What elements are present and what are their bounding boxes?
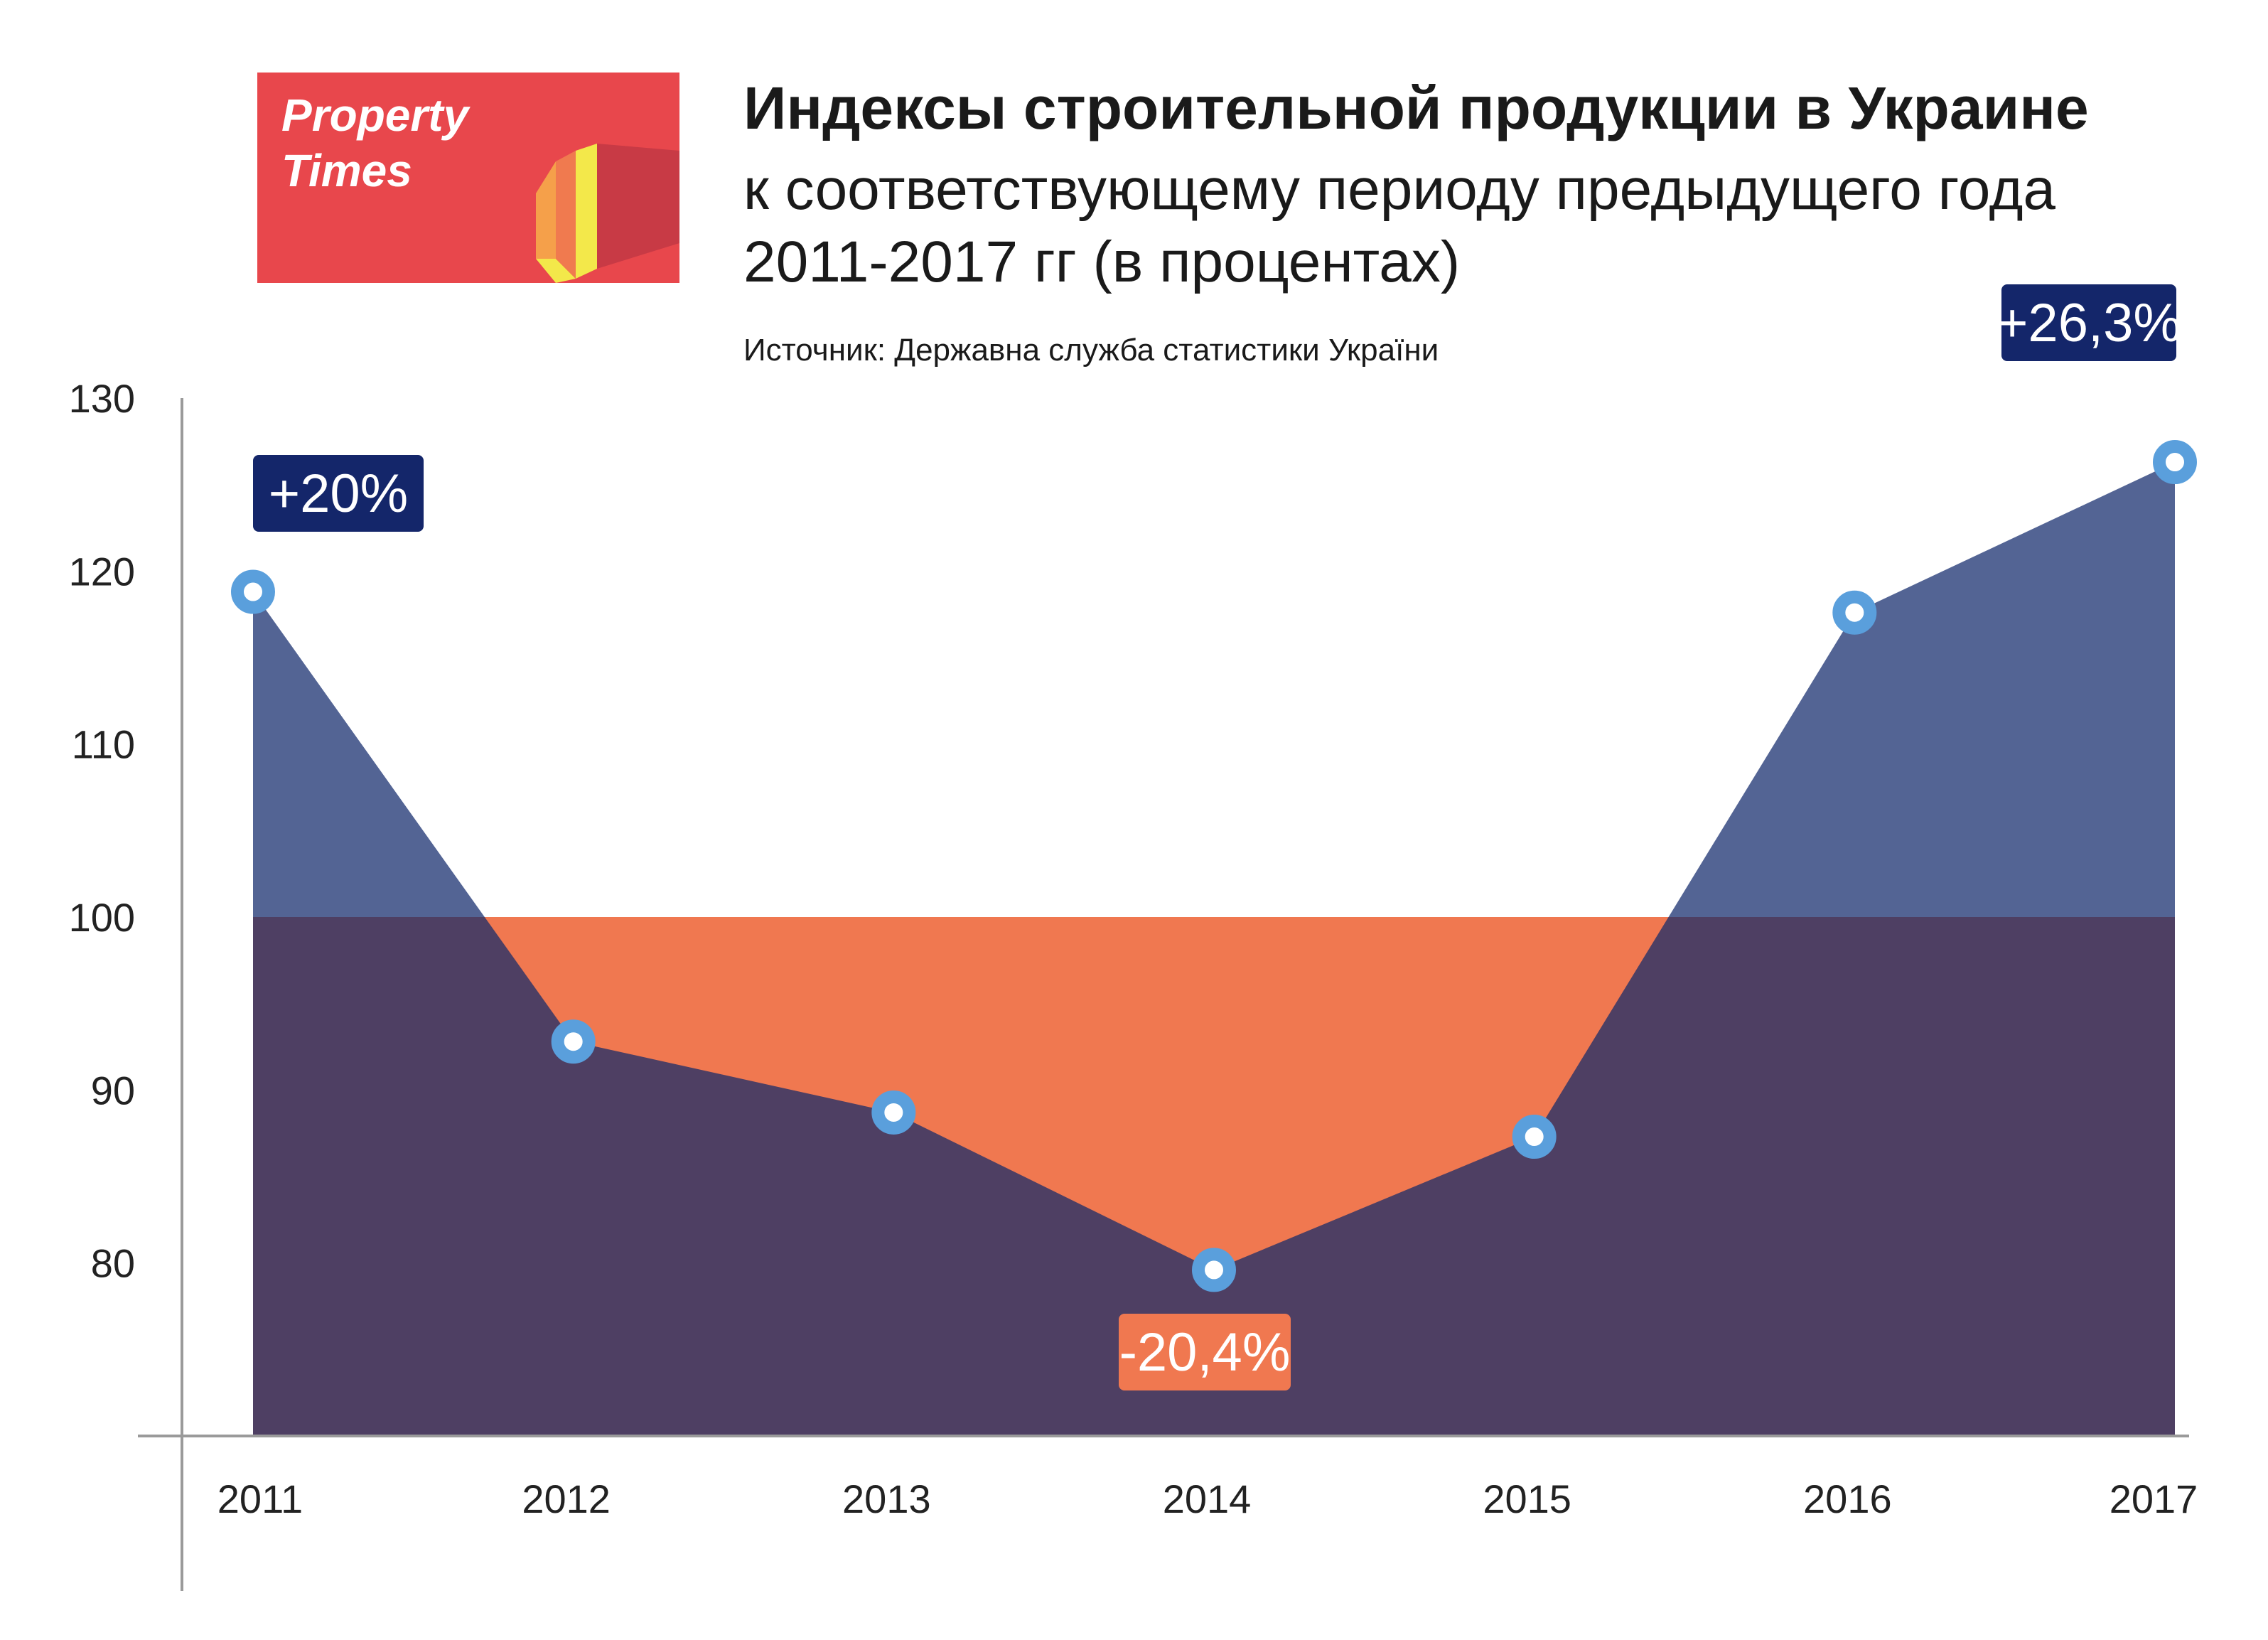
- logo-text-times: Times: [281, 145, 412, 196]
- area-base: [253, 917, 2175, 1436]
- chart-title: Индексы строительной продукции в Украине: [743, 75, 2089, 141]
- annotation-label: +20%: [269, 463, 409, 524]
- x-tick-label: 2011: [217, 1476, 303, 1521]
- logo-text-property: Property: [281, 90, 469, 141]
- data-point: [551, 1019, 596, 1064]
- data-point: [1512, 1115, 1557, 1159]
- y-tick-label: 100: [69, 895, 135, 940]
- y-tick-label: 120: [69, 549, 135, 594]
- annotation-box: [253, 455, 424, 532]
- x-tick-label: 2017: [2110, 1476, 2198, 1521]
- chart-subtitle-line2: 2011-2017 гг (в процентах): [743, 230, 1461, 294]
- y-tick-label: 110: [72, 722, 135, 767]
- chart-source: Источник: Державна служба статистики Укр…: [743, 333, 1439, 368]
- y-tick-label: 80: [91, 1241, 135, 1286]
- data-point: [871, 1090, 916, 1135]
- x-tick-label: 2013: [842, 1476, 931, 1521]
- x-tick-label: 2016: [1803, 1476, 1892, 1521]
- y-tick-label: 130: [69, 376, 135, 421]
- x-tick-label: 2014: [1163, 1476, 1252, 1521]
- data-point: [2153, 440, 2197, 485]
- data-point: [231, 569, 275, 614]
- annotation-box: [2001, 284, 2176, 361]
- annotation-label: -20,4%: [1119, 1322, 1291, 1383]
- data-point: [1192, 1248, 1236, 1292]
- property-times-logo: [257, 73, 679, 283]
- chart-subtitle-line1: к соответствующему периоду предыдущего г…: [743, 157, 2056, 222]
- annotation-box: [1119, 1314, 1291, 1390]
- x-tick-label: 2015: [1483, 1476, 1571, 1521]
- annotation-label: +26,3%: [1996, 293, 2181, 353]
- y-tick-label: 90: [91, 1068, 135, 1113]
- x-tick-label: 2012: [522, 1476, 611, 1521]
- data-point: [1832, 590, 1877, 635]
